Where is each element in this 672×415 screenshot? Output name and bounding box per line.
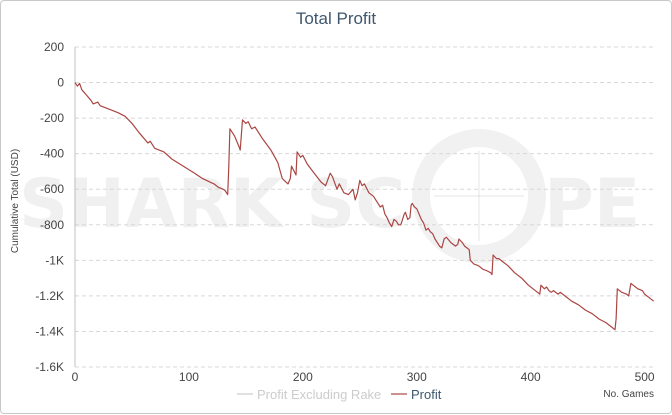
x-tick-label: 200	[293, 370, 313, 384]
x-tick-label: 500	[635, 370, 655, 384]
watermark-text-left: SHARK SC	[19, 165, 405, 244]
legend-item-profit[interactable]: Profit	[391, 387, 442, 402]
y-tick-label: -600	[40, 182, 64, 196]
y-tick-label: -1.6K	[35, 360, 64, 374]
x-tick-label: 300	[407, 370, 427, 384]
legend[interactable]: Profit Excluding Rake Profit	[237, 387, 442, 402]
y-tick-label: -800	[40, 218, 64, 232]
legend-label: Profit Excluding Rake	[257, 387, 381, 402]
y-tick-label: -1.4K	[35, 324, 64, 338]
x-axis-title: No. Games	[603, 389, 654, 400]
y-tick-label: 200	[44, 40, 64, 54]
x-tick-labels: 0 100 200 300 400 500	[72, 370, 655, 384]
sharkscope-watermark: SHARK SC PE	[19, 129, 640, 263]
series-lines	[74, 82, 655, 331]
legend-label: Profit	[411, 387, 442, 402]
y-tick-labels: 200 0 -200 -400 -600 -800 -1K -1.2K -1.4K -1.6K	[35, 40, 64, 374]
y-tick-label: -400	[40, 147, 64, 161]
y-tick-label: -1K	[45, 253, 64, 267]
y-axis-title: Cumulative Total (USD)	[10, 149, 21, 253]
x-tick-label: 400	[521, 370, 541, 384]
x-tick-label: 0	[72, 370, 79, 384]
y-gridlines	[74, 46, 656, 368]
y-tick-label: -200	[40, 111, 64, 125]
series-line-profit	[74, 82, 655, 331]
watermark-text-right: PE	[544, 165, 640, 244]
watermark-crosshair-ring	[412, 129, 546, 263]
x-tick-label: 100	[179, 370, 199, 384]
y-tick-label: -1.2K	[35, 289, 64, 303]
legend-item-profit-excluding-rake[interactable]: Profit Excluding Rake	[237, 387, 381, 402]
y-tick-label: 0	[57, 76, 64, 90]
chart-title: Total Profit	[295, 9, 377, 28]
